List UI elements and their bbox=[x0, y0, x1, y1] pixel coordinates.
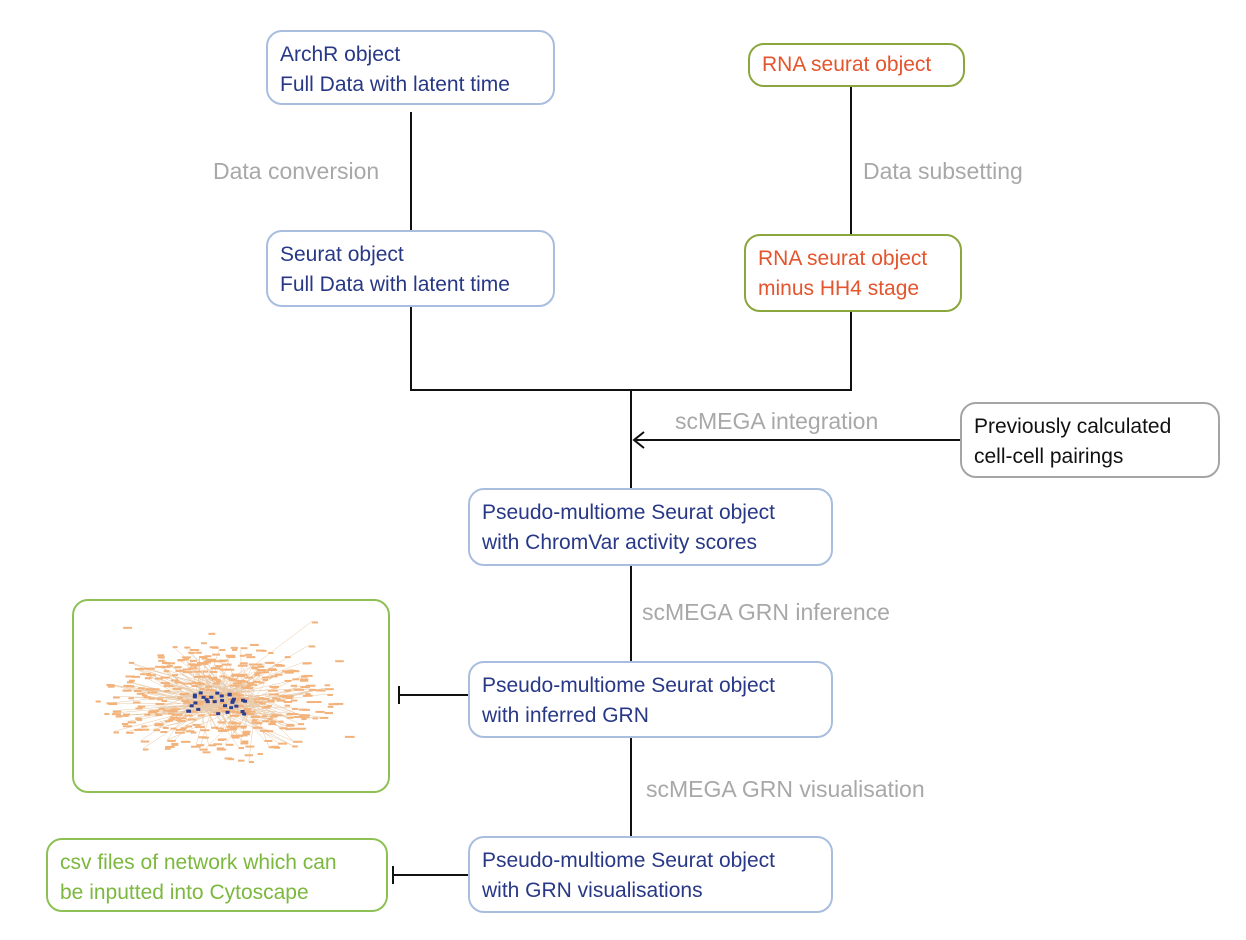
csv-subtitle: be inputted into Cytoscape bbox=[60, 881, 309, 904]
rna-minus-title: RNA seurat object bbox=[758, 247, 928, 270]
chromvar-title: Pseudo-multiome Seurat object bbox=[482, 501, 775, 524]
rna-minus-hh4-node: RNA seurat object minus HH4 stage bbox=[744, 234, 962, 312]
edge-label-data-conversion: Data conversion bbox=[213, 158, 380, 184]
grn-network-panel bbox=[72, 599, 390, 793]
edge-label-integration: scMEGA integration bbox=[675, 408, 879, 434]
pairings-title: Previously calculated bbox=[974, 415, 1172, 438]
grn-network-graph-image bbox=[95, 621, 355, 764]
edge-label-grn-inference: scMEGA GRN inference bbox=[642, 599, 890, 625]
rna-minus-subtitle: minus HH4 stage bbox=[758, 277, 920, 300]
archr-subtitle: Full Data with latent time bbox=[280, 73, 510, 96]
archr-object-node: ArchR object Full Data with latent time bbox=[266, 30, 555, 105]
edge-label-grn-visualisation: scMEGA GRN visualisation bbox=[646, 776, 925, 802]
csv-files-node: csv files of network which can be inputt… bbox=[46, 838, 388, 912]
inferred-grn-object-node: Pseudo-multiome Seurat object with infer… bbox=[468, 661, 833, 738]
visualisations-title: Pseudo-multiome Seurat object bbox=[482, 849, 775, 872]
pairings-subtitle: cell-cell pairings bbox=[974, 445, 1124, 468]
rna-seurat-title: RNA seurat object bbox=[762, 53, 932, 76]
edge-label-data-subsetting: Data subsetting bbox=[863, 158, 1023, 184]
archr-title: ArchR object bbox=[280, 43, 401, 66]
rna-seurat-object-node: RNA seurat object bbox=[748, 43, 965, 87]
visualisations-subtitle: with GRN visualisations bbox=[482, 879, 703, 902]
cell-pairings-node: Previously calculated cell-cell pairings bbox=[960, 402, 1220, 478]
inferred-subtitle: with inferred GRN bbox=[482, 704, 649, 727]
grn-visualisations-object-node: Pseudo-multiome Seurat object with GRN v… bbox=[468, 836, 833, 913]
seurat-full-object-node: Seurat object Full Data with latent time bbox=[266, 230, 555, 307]
seurat-full-subtitle: Full Data with latent time bbox=[280, 273, 510, 296]
seurat-full-title: Seurat object bbox=[280, 243, 404, 266]
chromvar-object-node: Pseudo-multiome Seurat object with Chrom… bbox=[468, 488, 833, 566]
inferred-title: Pseudo-multiome Seurat object bbox=[482, 674, 775, 697]
chromvar-subtitle: with ChromVar activity scores bbox=[482, 531, 758, 554]
csv-title: csv files of network which can bbox=[60, 851, 337, 874]
